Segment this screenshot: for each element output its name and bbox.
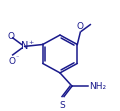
Text: ⁻: ⁻ xyxy=(16,57,19,62)
Text: O: O xyxy=(8,57,15,66)
Text: NH₂: NH₂ xyxy=(89,82,106,91)
Text: +: + xyxy=(29,40,34,45)
Text: O: O xyxy=(77,22,84,31)
Text: O: O xyxy=(7,32,14,41)
Text: N: N xyxy=(21,41,28,51)
Text: S: S xyxy=(59,101,65,110)
